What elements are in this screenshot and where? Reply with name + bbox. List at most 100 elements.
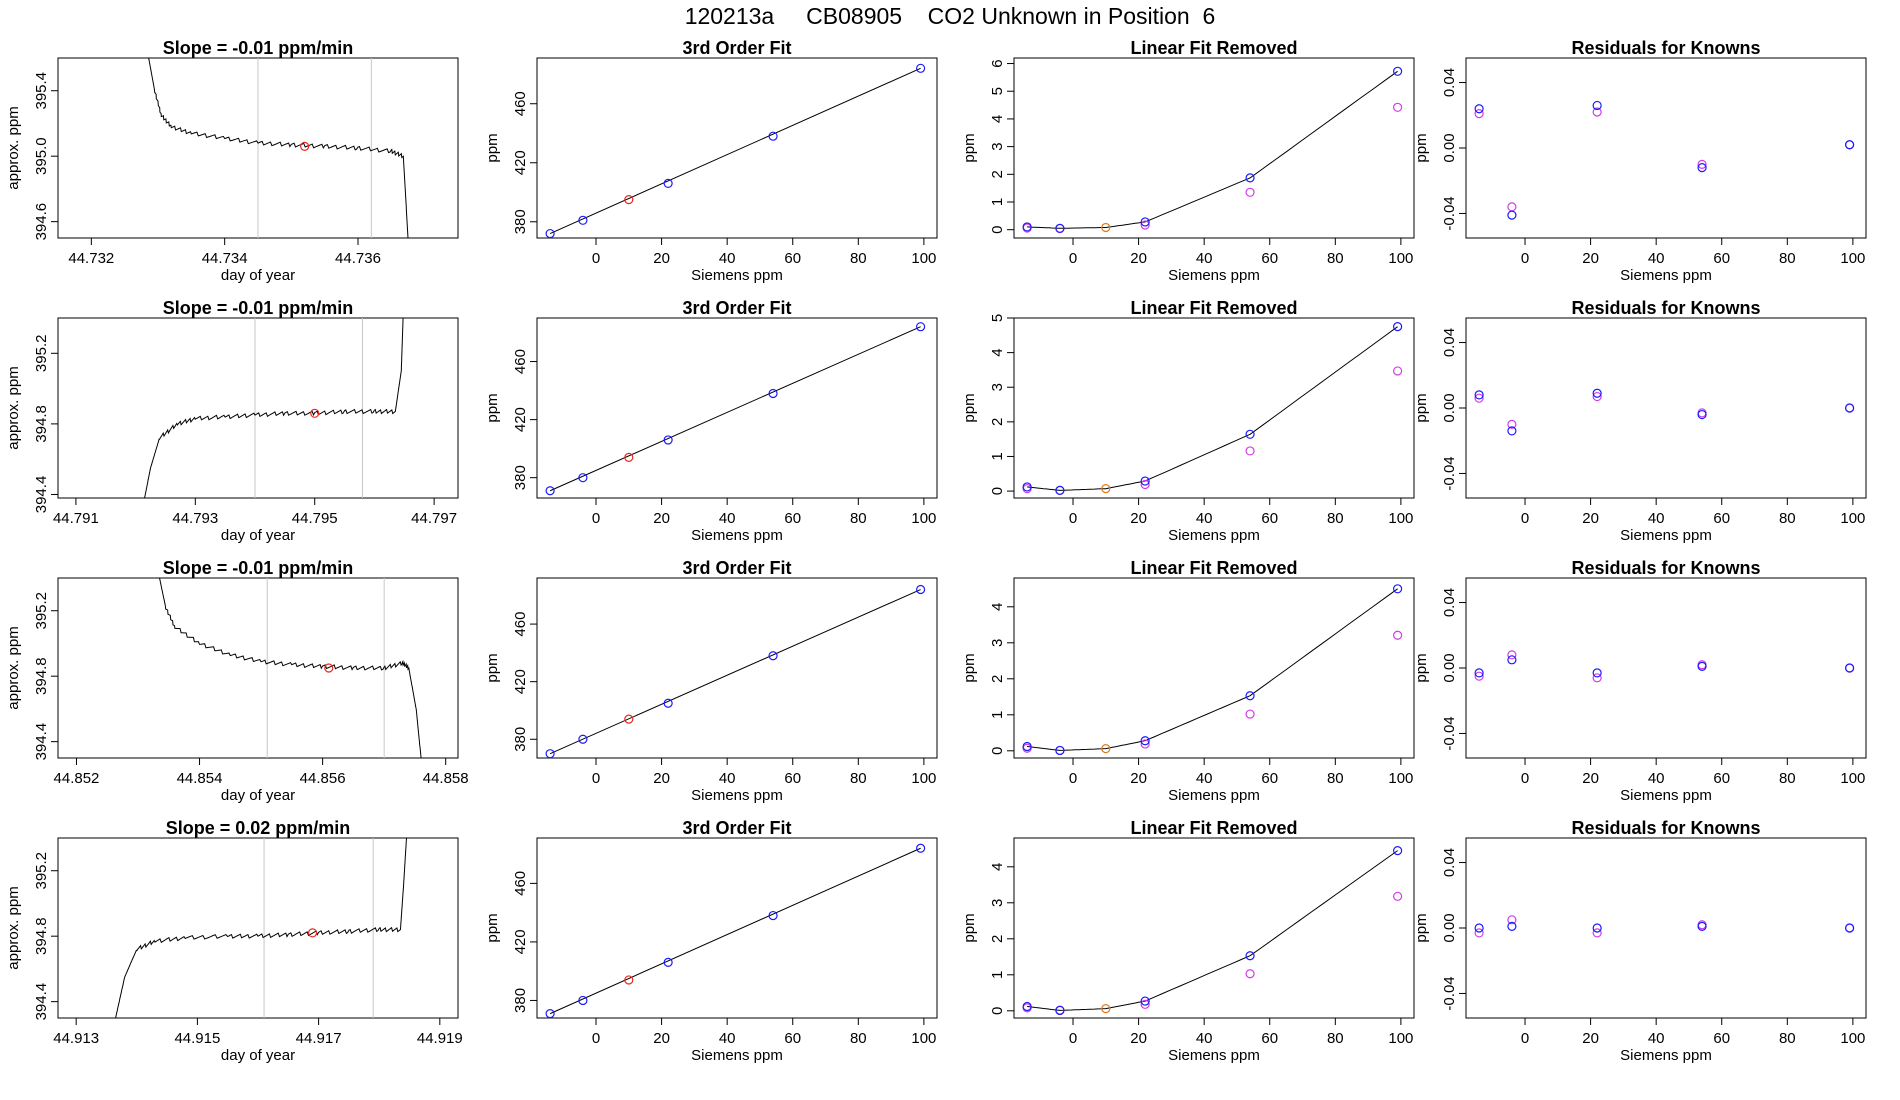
- unknown-sample-point: [1101, 744, 1111, 754]
- y-tick-label: 394.4: [33, 983, 50, 1021]
- unknown-sample-point: [624, 714, 634, 724]
- known-standard-point: [1474, 923, 1484, 933]
- known-standard-point: [916, 63, 926, 73]
- y-tick-label: 3: [989, 142, 1006, 150]
- known-standard-point: [578, 995, 588, 1006]
- y-axis-label: ppm: [961, 913, 978, 942]
- known-standard-point: [916, 843, 926, 853]
- removed-known-point: [1245, 187, 1255, 197]
- y-tick-label: 1: [989, 198, 1006, 206]
- x-axis-label: Siemens ppm: [691, 527, 783, 544]
- plot-frame: [536, 317, 938, 499]
- known-standard-point: [663, 698, 673, 708]
- y-tick-label: 0.00: [1441, 913, 1458, 942]
- removed-known-point: [1592, 673, 1602, 683]
- known-standard-point: [578, 215, 588, 225]
- x-tick-label: 20: [653, 510, 670, 527]
- x-tick-label: 44.852: [54, 770, 100, 787]
- fit-curve: [1027, 326, 1398, 491]
- known-standard-point: [1697, 409, 1707, 420]
- x-axis-label: Siemens ppm: [691, 267, 783, 284]
- y-tick-label: 0.04: [1441, 848, 1458, 877]
- known-standard-point: [1592, 668, 1602, 678]
- known-standard-point: [768, 131, 778, 141]
- x-tick-label: 0: [1521, 1030, 1529, 1047]
- plot-frame: [1465, 57, 1867, 239]
- removed-known-point: [1474, 928, 1484, 938]
- x-axis-label: day of year: [221, 267, 295, 284]
- known-standard-point: [1022, 222, 1032, 232]
- x-tick-label: 44.791: [53, 510, 99, 527]
- x-tick-label: 60: [784, 510, 801, 527]
- y-tick-label: 0: [989, 1007, 1006, 1015]
- plot-frame: [536, 837, 938, 1019]
- known-standard-point: [1507, 426, 1517, 436]
- fit-curve: [549, 589, 921, 755]
- data-series-line: [148, 58, 409, 238]
- removed-known-point: [1592, 107, 1602, 117]
- plot-frame: [1013, 577, 1415, 759]
- x-axis-label: Siemens ppm: [691, 1047, 783, 1064]
- x-tick-label: 100: [1388, 770, 1413, 787]
- x-tick-label: 20: [1130, 250, 1147, 267]
- y-tick-label: 420: [512, 150, 529, 175]
- y-axis-label: ppm: [1413, 913, 1430, 942]
- x-tick-label: 0: [592, 1030, 600, 1047]
- x-axis-label: Siemens ppm: [1168, 787, 1260, 804]
- average-point-marker: [310, 408, 320, 418]
- y-axis-label: ppm: [1413, 393, 1430, 422]
- known-standard-point: [1140, 736, 1150, 746]
- x-tick-label: 100: [1388, 250, 1413, 267]
- known-standard-point: [1507, 655, 1517, 665]
- known-standard-point: [1697, 163, 1707, 173]
- plot-frame: [1465, 317, 1867, 499]
- y-tick-label: -0.04: [1441, 976, 1458, 1010]
- chart-title: Linear Fit Removed: [1130, 38, 1297, 58]
- known-standard-point: [1022, 1001, 1032, 1012]
- y-tick-label: 2: [989, 675, 1006, 683]
- unknown-sample-point: [1101, 1004, 1111, 1014]
- fit-curve: [1027, 70, 1398, 229]
- known-standard-point: [1022, 482, 1032, 492]
- y-tick-label: 2: [989, 418, 1006, 426]
- known-standard-point: [1055, 745, 1065, 756]
- y-axis-label: ppm: [961, 393, 978, 422]
- x-tick-label: 0: [592, 250, 600, 267]
- known-standard-point: [1393, 845, 1403, 856]
- x-tick-label: 100: [911, 510, 936, 527]
- known-standard-point: [1393, 322, 1403, 332]
- unknown-sample-point: [1101, 222, 1111, 233]
- x-axis-label: Siemens ppm: [1620, 1047, 1712, 1064]
- x-tick-label: 44.854: [177, 770, 223, 787]
- known-standard-point: [545, 1009, 555, 1019]
- y-axis-label: approx. ppm: [5, 366, 22, 449]
- known-standard-point: [1140, 996, 1150, 1006]
- y-tick-label: 380: [512, 209, 529, 234]
- removed-known-point: [1474, 393, 1484, 403]
- x-tick-label: 100: [911, 250, 936, 267]
- removed-known-point: [1140, 479, 1150, 490]
- x-tick-label: 44.736: [335, 250, 381, 267]
- y-tick-label: 5: [989, 314, 1006, 322]
- chart-title: 3rd Order Fit: [682, 558, 791, 578]
- chart-title: Residuals for Knowns: [1571, 38, 1760, 58]
- y-tick-label: 380: [512, 465, 529, 490]
- y-tick-label: 395.2: [33, 852, 50, 890]
- chart-title: Linear Fit Removed: [1130, 818, 1297, 838]
- plot-frame: [1465, 577, 1867, 759]
- y-axis-label: ppm: [961, 653, 978, 682]
- known-standard-point: [1845, 140, 1855, 150]
- x-tick-label: 80: [1779, 1030, 1796, 1047]
- x-tick-label: 80: [1327, 510, 1344, 527]
- known-standard-point: [1697, 661, 1707, 671]
- y-tick-label: 0.00: [1441, 393, 1458, 422]
- x-tick-label: 80: [1327, 770, 1344, 787]
- x-tick-label: 0: [1069, 250, 1077, 267]
- y-tick-label: 460: [512, 612, 529, 637]
- known-standard-point: [1245, 173, 1255, 183]
- x-tick-label: 20: [1130, 1030, 1147, 1047]
- known-standard-point: [663, 957, 673, 967]
- data-series-line: [115, 838, 407, 1018]
- x-tick-label: 44.734: [202, 250, 248, 267]
- y-tick-label: 420: [512, 929, 529, 954]
